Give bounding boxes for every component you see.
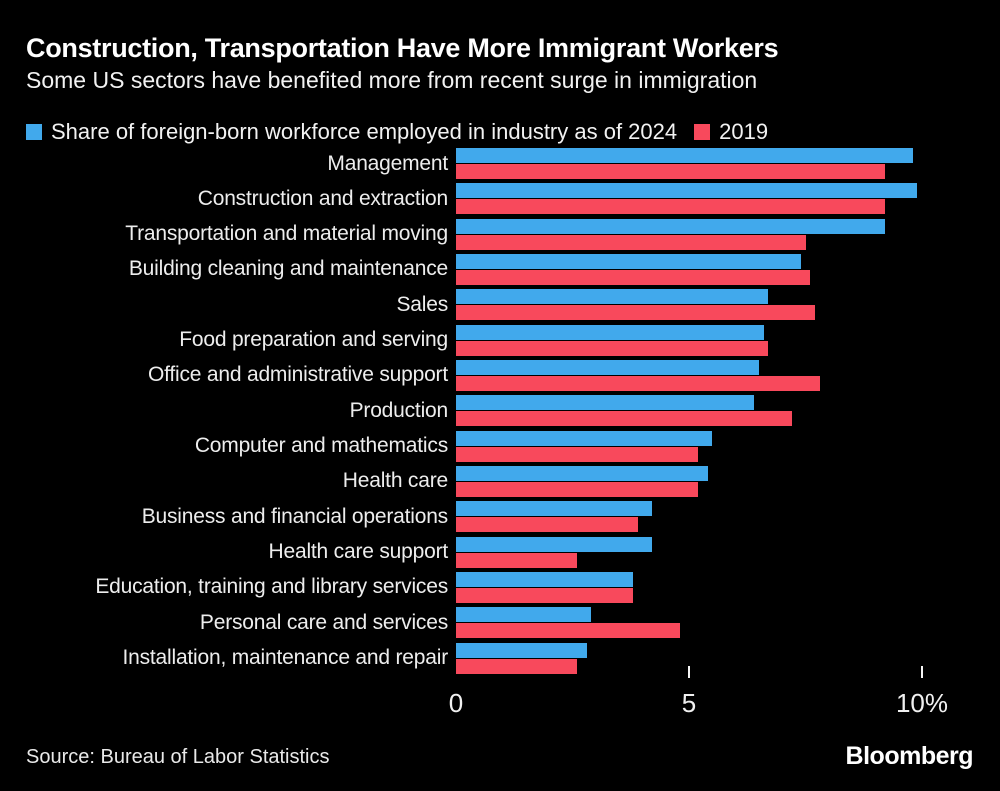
category-label: Management <box>327 151 448 175</box>
chart-subtitle: Some US sectors have benefited more from… <box>26 67 758 93</box>
bar-2024 <box>456 607 592 623</box>
legend-label-2024: Share of foreign-born workforce employed… <box>51 119 678 144</box>
bar-2024 <box>456 465 708 481</box>
bar-group: Office and administrative support <box>0 359 1000 391</box>
category-label: Personal care and services <box>199 610 448 634</box>
bar-2019 <box>456 164 885 179</box>
category-label: Transportation and material moving <box>125 222 448 246</box>
bar-2024 <box>456 571 634 587</box>
bar-chart: Management Construction and extraction Tra… <box>0 148 1000 678</box>
category-label: Installation, maintenance and repair <box>122 646 448 670</box>
legend-item-2024: Share of foreign-born workforce employed… <box>26 119 677 145</box>
axis-tick-5 <box>688 666 690 678</box>
bar-2024 <box>456 642 587 658</box>
bar-group: Health care support <box>0 536 1000 568</box>
category-label: Health care support <box>268 540 449 564</box>
bar-group: Building cleaning and maintenance <box>0 253 1000 285</box>
legend-label-2019: 2019 <box>719 119 769 144</box>
axis-label-0: 0 <box>448 688 464 718</box>
bar-2024 <box>456 183 918 199</box>
bar-2024 <box>456 501 652 517</box>
bar-2024 <box>456 430 713 446</box>
bar-group: Production <box>0 395 1000 427</box>
bar-group: Management <box>0 148 1000 179</box>
bar-2024 <box>456 289 769 305</box>
bar-group: Business and financial operations <box>0 501 1000 533</box>
axis-tick-10 <box>921 666 923 678</box>
bar-2024 <box>456 218 885 234</box>
bar-2019 <box>456 623 680 639</box>
category-label: Health care <box>342 469 448 493</box>
bar-group: Computer and mathematics <box>0 430 1000 462</box>
bar-group: Personal care and services <box>0 607 1000 639</box>
bars-container <box>456 289 815 321</box>
bar-2024 <box>456 324 764 340</box>
bars-container <box>456 324 769 356</box>
bar-2019 <box>456 446 699 462</box>
chart-legend: Share of foreign-born workforce employed… <box>26 119 768 145</box>
bar-2019 <box>456 587 634 603</box>
bar-2019 <box>456 658 578 674</box>
bars-container <box>456 218 885 250</box>
bar-2024 <box>456 395 755 411</box>
source-note: Source: Bureau of Labor Statistics <box>26 746 330 768</box>
bars-container <box>456 253 811 285</box>
category-label: Production <box>349 398 449 422</box>
bar-group: Installation, maintenance and repair <box>0 642 1000 674</box>
bar-2019 <box>456 199 885 215</box>
category-label: Business and financial operations <box>141 504 448 528</box>
category-label: Construction and extraction <box>197 186 448 210</box>
category-label: Education, training and library services <box>95 575 448 599</box>
legend-item-2019: 2019 <box>694 119 768 145</box>
bar-2019 <box>456 375 820 391</box>
bar-2024 <box>456 148 913 163</box>
bar-group: Construction and extraction <box>0 183 1000 215</box>
bar-2019 <box>456 517 638 533</box>
category-label: Food preparation and serving <box>179 328 448 352</box>
bar-2019 <box>456 481 699 497</box>
bar-2019 <box>456 234 806 250</box>
category-label: Sales <box>396 292 448 316</box>
bar-2024 <box>456 359 759 375</box>
bars-container <box>456 430 713 462</box>
bar-group: Education, training and library services <box>0 571 1000 603</box>
bloomberg-logo: Bloomberg <box>845 742 974 770</box>
bar-2024 <box>456 253 801 269</box>
axis-label-5: 5 <box>681 688 697 718</box>
bar-group: Transportation and material moving <box>0 218 1000 250</box>
bars-container <box>456 395 792 427</box>
bar-2019 <box>456 552 578 568</box>
axis-label-10: 10% <box>895 688 949 718</box>
bars-container <box>456 571 634 603</box>
bar-2019 <box>456 411 792 427</box>
legend-swatch-2024 <box>26 124 42 140</box>
bars-container <box>456 501 652 533</box>
bar-2019 <box>456 269 811 285</box>
bar-2019 <box>456 305 815 321</box>
bars-container <box>456 148 913 179</box>
bars-container <box>456 536 652 568</box>
chart-title: Construction, Transportation Have More I… <box>26 33 779 63</box>
bar-2024 <box>456 536 652 552</box>
bar-group: Food preparation and serving <box>0 324 1000 356</box>
bar-group: Sales <box>0 289 1000 321</box>
category-label: Office and administrative support <box>147 363 448 387</box>
legend-swatch-2019 <box>694 124 711 140</box>
bars-container <box>456 359 820 391</box>
bars-container <box>456 183 918 215</box>
bars-container <box>456 642 587 674</box>
bars-container <box>456 465 708 497</box>
bars-container <box>456 607 680 639</box>
category-label: Computer and mathematics <box>194 434 448 458</box>
bar-group: Health care <box>0 465 1000 497</box>
bar-2019 <box>456 340 769 356</box>
category-label: Building cleaning and maintenance <box>128 257 448 281</box>
